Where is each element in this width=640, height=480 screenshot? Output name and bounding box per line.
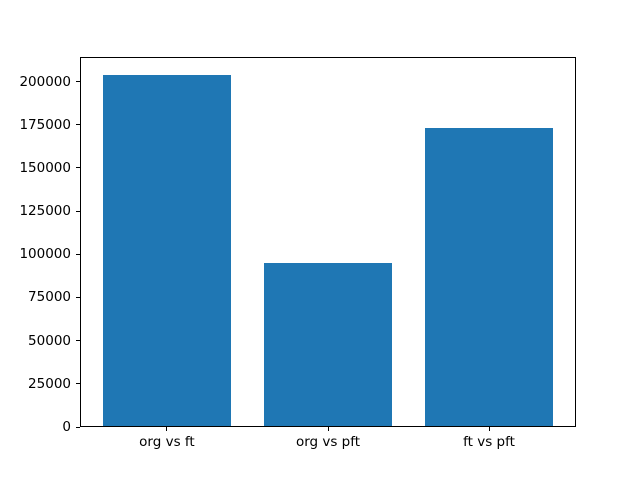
y-tick-mark [76, 81, 80, 83]
bar-org-vs-pft [263, 262, 393, 427]
x-tick-label-org-vs-pft: org vs pft [295, 434, 361, 450]
y-tick-label: 0 [62, 419, 71, 435]
plot-area [80, 57, 576, 427]
y-tick-mark [76, 383, 80, 385]
y-tick-label: 50000 [28, 332, 71, 349]
x-tick-mark [166, 427, 168, 431]
y-tick-label: 75000 [28, 289, 71, 306]
bar-org-vs-ft [102, 74, 232, 427]
x-tick-mark [327, 427, 329, 431]
y-tick-mark [76, 167, 80, 169]
x-tick-label-ft-vs-pft: ft vs pft [463, 434, 515, 450]
y-tick-label: 125000 [19, 203, 71, 220]
y-tick-label: 100000 [19, 246, 71, 263]
y-tick-label: 200000 [19, 73, 71, 90]
y-tick-mark [76, 210, 80, 212]
x-tick-mark [488, 427, 490, 431]
y-tick-mark [76, 253, 80, 255]
y-tick-label: 150000 [19, 159, 71, 176]
x-tick-label-org-vs-ft: org vs ft [139, 434, 195, 450]
y-tick-label: 25000 [28, 375, 71, 392]
y-tick-mark [76, 340, 80, 342]
y-tick-mark [76, 296, 80, 298]
y-tick-label: 175000 [19, 116, 71, 133]
bar-ft-vs-pft [424, 128, 554, 427]
y-tick-mark [76, 426, 80, 428]
y-tick-mark [76, 124, 80, 126]
